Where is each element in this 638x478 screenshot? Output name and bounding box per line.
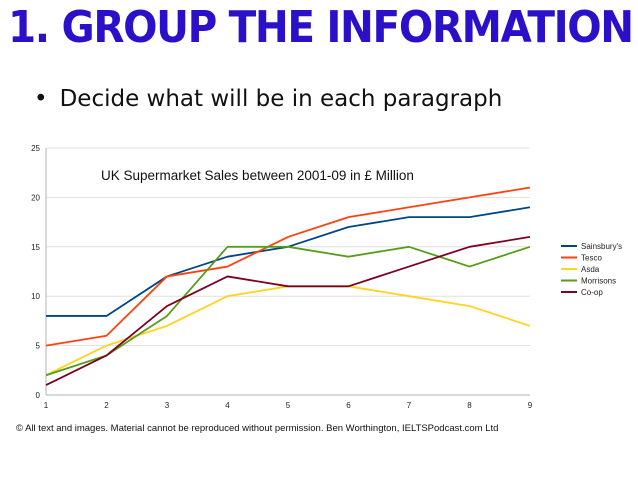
slide-title: 1. GROUP THE INFORMATION	[8, 2, 634, 53]
x-tick-label: 1	[44, 401, 49, 410]
x-tick-labels: 1 2 3 4 5 6 7 8 9	[44, 401, 533, 410]
y-tick-labels: 0 5 10 15 20 25	[31, 144, 40, 400]
y-tick-label: 0	[36, 391, 41, 400]
bullet-dot-icon: •	[34, 86, 48, 112]
x-tick-label: 6	[346, 401, 351, 410]
series-line	[45, 236, 531, 386]
y-tick-label: 10	[31, 292, 40, 301]
x-tick-label: 3	[165, 401, 170, 410]
series-lines	[45, 186, 531, 386]
series-line	[46, 206, 531, 317]
x-tick-label: 2	[104, 401, 109, 410]
legend-label: Morrisons	[581, 277, 616, 286]
bullet-point: • Decide what will be in each paragraph	[34, 86, 502, 112]
x-tick-label: 4	[225, 401, 230, 410]
x-tick-label: 5	[286, 401, 291, 410]
x-tick-label: 8	[467, 401, 472, 410]
copyright-footer: © All text and images. Material cannot b…	[16, 423, 499, 434]
series-line	[45, 285, 531, 377]
y-tick-label: 20	[31, 193, 40, 202]
x-tick-label: 9	[528, 401, 533, 410]
chart-title: UK Supermarket Sales between 2001-09 in …	[101, 168, 414, 183]
legend-label: Asda	[581, 265, 600, 274]
legend-label: Tesco	[581, 254, 602, 263]
series-line	[45, 186, 531, 347]
y-tick-label: 5	[36, 342, 41, 351]
y-tick-label: 25	[31, 144, 40, 153]
x-tick-label: 7	[407, 401, 412, 410]
legend-label: Sainsbury's	[581, 242, 622, 251]
y-tick-label: 15	[31, 243, 40, 252]
series-line	[45, 245, 531, 377]
legend-label: Co-op	[581, 288, 603, 297]
legend: Sainsbury's Tesco Asda Morrisons Co-op	[561, 242, 622, 297]
bullet-text: Decide what will be in each paragraph	[59, 86, 503, 112]
